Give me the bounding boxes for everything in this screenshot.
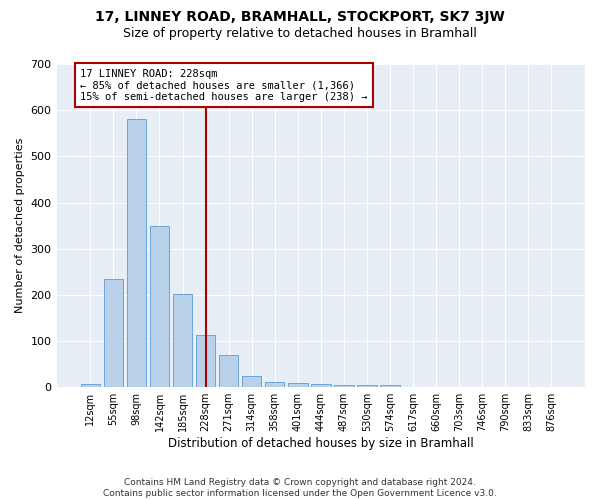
Bar <box>149 226 169 387</box>
Bar <box>357 385 377 387</box>
Bar <box>173 294 193 387</box>
Bar <box>196 334 215 387</box>
Bar <box>127 120 146 387</box>
Text: Contains HM Land Registry data © Crown copyright and database right 2024.
Contai: Contains HM Land Registry data © Crown c… <box>103 478 497 498</box>
Bar <box>219 355 238 387</box>
Bar <box>80 384 100 387</box>
Bar <box>104 278 123 387</box>
Text: 17 LINNEY ROAD: 228sqm
← 85% of detached houses are smaller (1,366)
15% of semi-: 17 LINNEY ROAD: 228sqm ← 85% of detached… <box>80 68 367 102</box>
Text: Size of property relative to detached houses in Bramhall: Size of property relative to detached ho… <box>123 28 477 40</box>
Bar <box>380 386 400 387</box>
Bar <box>265 382 284 387</box>
Bar <box>311 384 331 387</box>
X-axis label: Distribution of detached houses by size in Bramhall: Distribution of detached houses by size … <box>168 437 473 450</box>
Bar <box>242 376 262 387</box>
Bar <box>288 382 308 387</box>
Text: 17, LINNEY ROAD, BRAMHALL, STOCKPORT, SK7 3JW: 17, LINNEY ROAD, BRAMHALL, STOCKPORT, SK… <box>95 10 505 24</box>
Bar <box>334 385 353 387</box>
Y-axis label: Number of detached properties: Number of detached properties <box>15 138 25 314</box>
